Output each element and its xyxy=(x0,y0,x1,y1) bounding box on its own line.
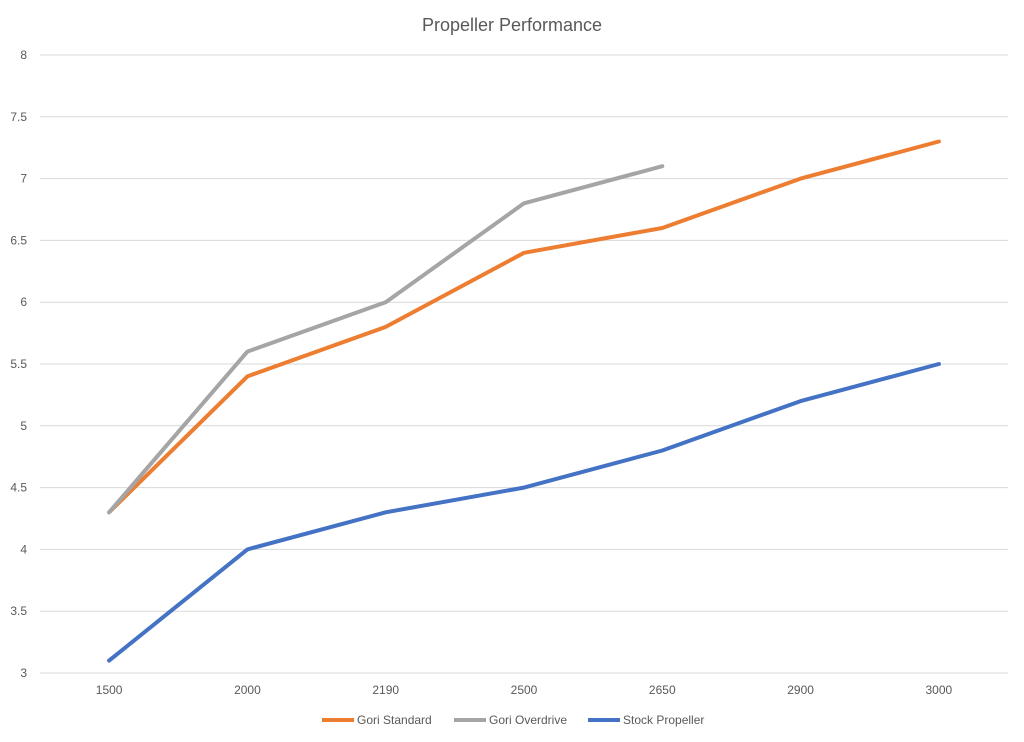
x-tick-label: 2190 xyxy=(372,683,399,697)
x-tick-label: 2000 xyxy=(234,683,261,697)
y-tick-label: 3.5 xyxy=(10,604,27,618)
y-tick-label: 6.5 xyxy=(10,233,27,247)
series-line-gori-overdrive xyxy=(107,164,665,515)
legend-label: Gori Overdrive xyxy=(489,713,567,727)
y-tick-label: 7 xyxy=(20,172,27,186)
y-tick-label: 6 xyxy=(20,295,27,309)
y-tick-label: 5 xyxy=(20,419,27,433)
x-tick-label: 2900 xyxy=(787,683,814,697)
y-tick-label: 4.5 xyxy=(10,481,27,495)
chart-title: Propeller Performance xyxy=(422,15,602,35)
y-tick-label: 8 xyxy=(20,48,27,62)
gridlines xyxy=(40,54,1008,674)
legend-label: Gori Standard xyxy=(357,713,432,727)
legend: Gori Standard Gori Overdrive Stock Propell… xyxy=(322,713,704,727)
x-tick-label: 2650 xyxy=(649,683,676,697)
y-tick-label: 7.5 xyxy=(10,110,27,124)
y-axis-ticks: 3 3.5 4 4.5 5 5.5 6 6.5 7 7.5 8 xyxy=(10,48,27,680)
x-tick-label: 3000 xyxy=(926,683,953,697)
y-tick-label: 3 xyxy=(20,666,27,680)
x-tick-label: 2500 xyxy=(511,683,538,697)
series-line-stock-propeller xyxy=(107,362,941,663)
x-tick-label: 1500 xyxy=(96,683,123,697)
y-tick-label: 4 xyxy=(20,542,27,556)
legend-label: Stock Propeller xyxy=(623,713,704,727)
series-lines xyxy=(107,139,941,663)
x-axis-ticks: 1500 2000 2190 2500 2650 2900 3000 xyxy=(96,683,953,697)
series-line-gori-standard xyxy=(107,139,941,515)
y-tick-label: 5.5 xyxy=(10,357,27,371)
